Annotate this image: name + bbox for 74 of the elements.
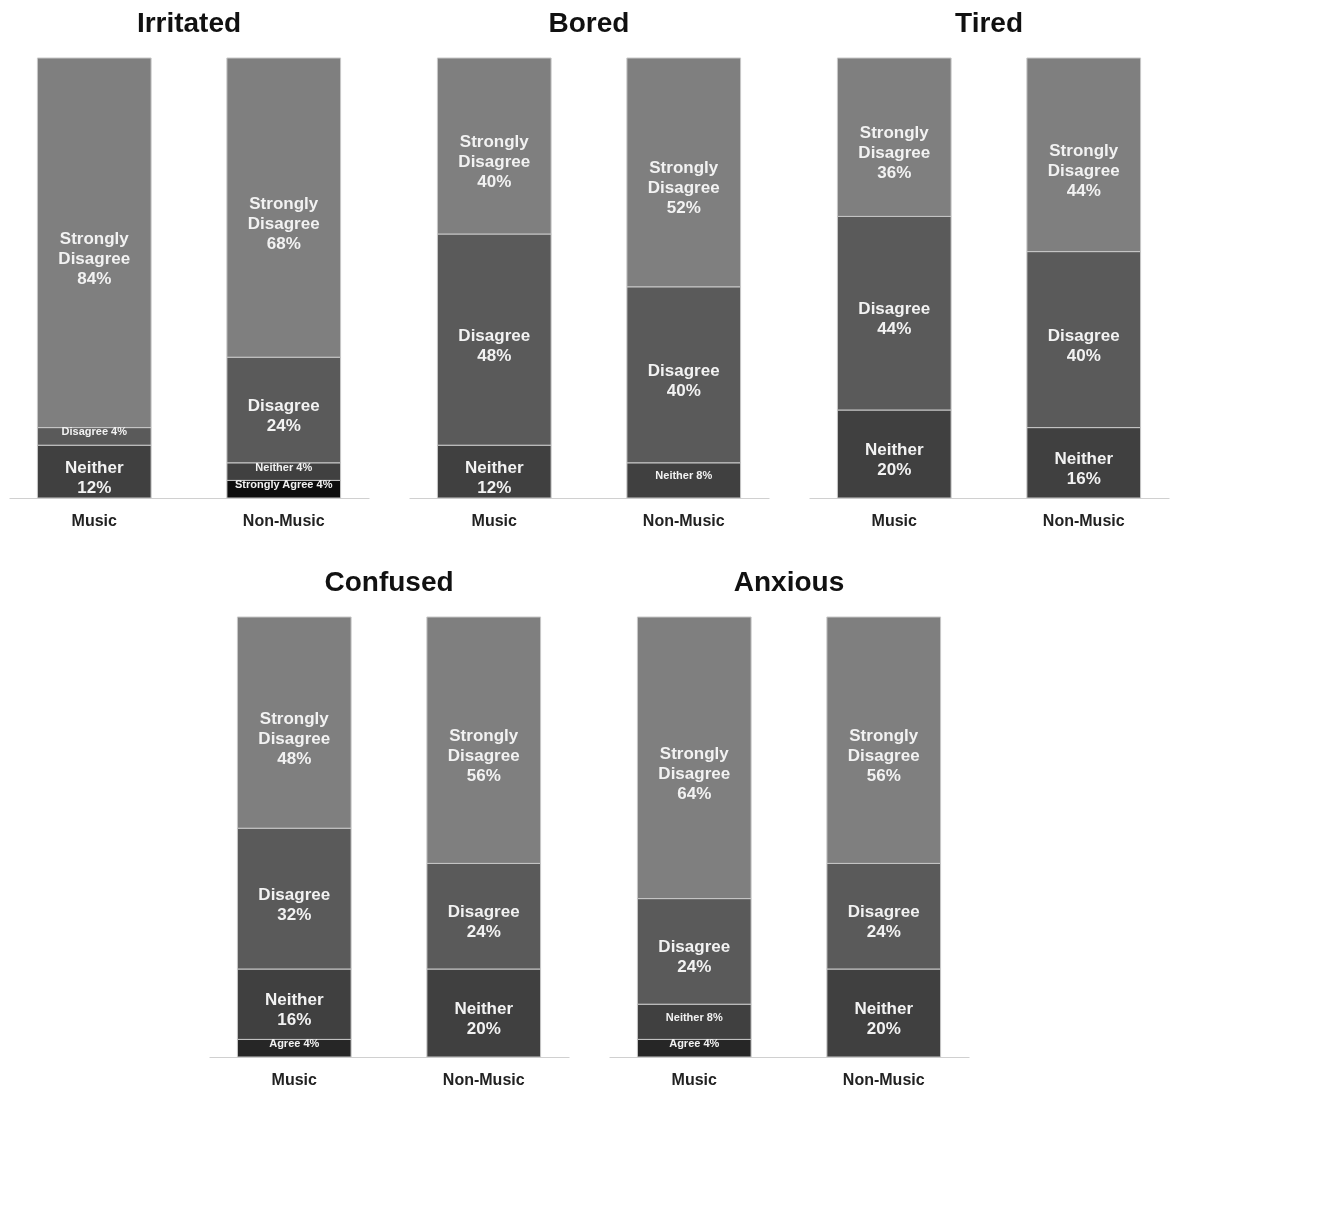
series-label: Neither (464, 457, 524, 477)
chart-title: Bored (548, 6, 630, 38)
data-label: 40% (1066, 345, 1101, 365)
x-tick-label: Non-Music (242, 511, 325, 529)
text: Neither (454, 999, 514, 1018)
series-label: Strongly Disagree (258, 708, 331, 748)
text: Disagree 4% (61, 425, 127, 438)
series-label: Strongly Disagree (458, 132, 531, 171)
data-label: 12% (477, 477, 512, 497)
x-tick-label: Non-Music (842, 1070, 925, 1088)
series-label: Disagree (658, 937, 731, 957)
series-label: Disagree (1047, 325, 1120, 345)
text: Agree 4% (269, 1037, 320, 1050)
data-label: 44% (877, 319, 912, 339)
x-tick-label: Music (71, 511, 118, 529)
series-label: Disagree (258, 884, 331, 904)
data-label: 12% (77, 477, 112, 497)
chart-title: Irritated (136, 6, 242, 38)
data-label: 56% (466, 766, 501, 786)
text: Neither 8% (665, 1010, 723, 1023)
series-label: Disagree (458, 325, 531, 345)
text: Neither (864, 440, 924, 459)
data-label: 84% (77, 268, 112, 288)
x-tick-label: Music (871, 511, 918, 529)
data-label: 32% (277, 904, 312, 924)
data-label: 24% (677, 957, 712, 977)
data-label: 64% (677, 783, 712, 803)
text: Strongly Disagree (858, 123, 931, 163)
data-label: 40% (477, 172, 512, 191)
data-label: 20% (877, 460, 912, 479)
x-tick-label: Music (271, 1070, 318, 1088)
series-label: Neither (64, 457, 124, 477)
text: Strongly Agree 4% (235, 478, 333, 491)
data-label: 68% (266, 233, 301, 253)
x-tick-label: Music (671, 1070, 718, 1088)
x-tick-label: Music (471, 511, 518, 529)
data-label: 48% (477, 345, 512, 365)
data-label: 24% (466, 922, 501, 942)
data-label: 20% (466, 1019, 501, 1038)
text: Disagree (858, 299, 931, 319)
data-label: 16% (277, 1010, 312, 1030)
text: Disagree (647, 360, 720, 380)
data-label: 20% (866, 1019, 901, 1038)
data-label: 16% (1066, 468, 1101, 488)
series-label: Neither (264, 990, 324, 1010)
text: Disagree (447, 902, 520, 922)
data-label: 48% (277, 748, 312, 768)
chart-title: Anxious (733, 565, 845, 597)
text: Strongly Disagree (447, 726, 520, 766)
data-label: 24% (866, 922, 901, 942)
series-label: Strongly Disagree (1047, 140, 1120, 180)
text: Neither 4% (255, 460, 313, 473)
chart-title: Tired (955, 6, 1023, 38)
x-tick-label: Non-Music (442, 1070, 525, 1088)
data-label: 24% (266, 416, 301, 435)
data-label: 52% (666, 198, 701, 218)
text: Strongly Disagree (647, 158, 720, 198)
x-tick-label: Non-Music (1042, 511, 1125, 529)
series-label: Neither (854, 999, 914, 1018)
data-label: 40% (666, 380, 701, 400)
text: Strongly Disagree (247, 193, 320, 233)
data-label: 36% (877, 163, 912, 183)
series-label: Strongly Disagree (658, 743, 731, 783)
text: Strongly Disagree (847, 726, 920, 766)
text: Neither 8% (655, 469, 713, 482)
data-label: 44% (1066, 180, 1101, 200)
text: Disagree (847, 902, 920, 922)
series-label: Disagree (247, 396, 320, 415)
x-tick-label: Non-Music (642, 511, 725, 529)
chart-title: Confused (324, 565, 454, 597)
series-label: Neither (1054, 448, 1114, 468)
series-label: Strongly Disagree (58, 228, 131, 268)
data-label: 56% (866, 766, 901, 786)
text: Agree 4% (669, 1037, 720, 1050)
